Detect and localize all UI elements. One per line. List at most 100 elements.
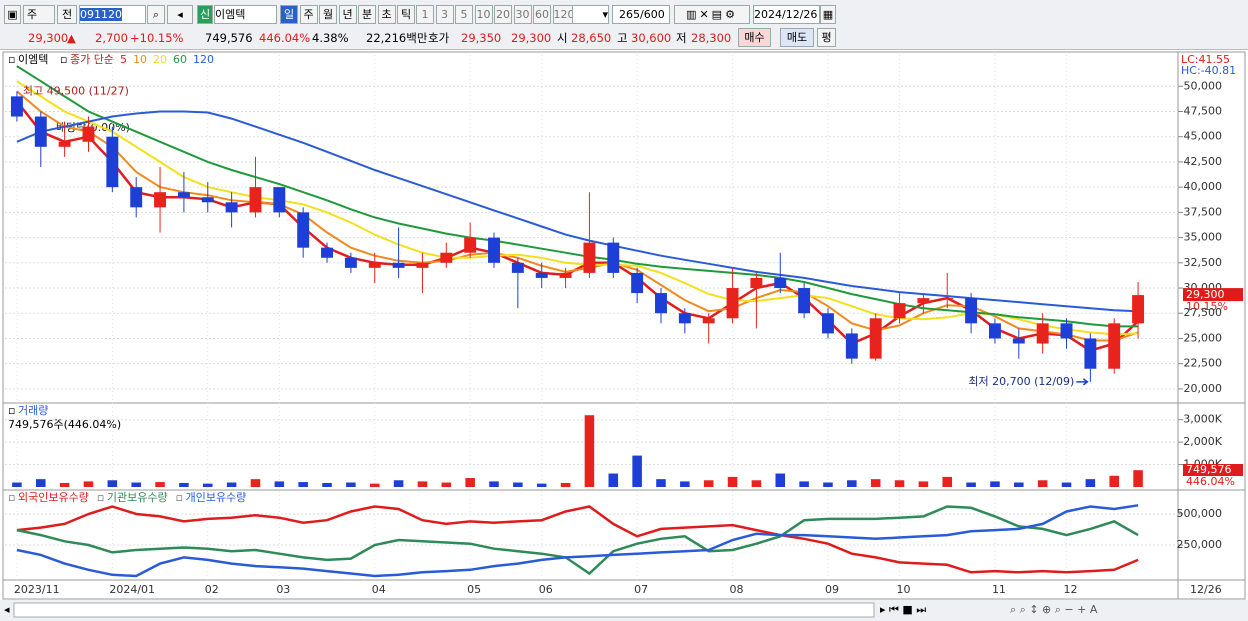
candle-body xyxy=(798,288,811,314)
volume-bar xyxy=(894,480,905,487)
period-button[interactable]: 분 xyxy=(358,5,376,24)
avg-button[interactable]: 평 xyxy=(817,28,836,47)
y-tick-label: 40,000 xyxy=(1184,180,1223,193)
count-input[interactable]: 265 xyxy=(612,5,640,24)
line-series xyxy=(16,505,1139,574)
volume-title: 거래량 xyxy=(18,404,48,417)
x-tick-label: 07 xyxy=(634,583,648,596)
panel-icon: ▫ xyxy=(8,404,15,417)
sell-button[interactable]: 매도 xyxy=(780,28,814,47)
y-tick-label: 2,000K xyxy=(1183,435,1222,448)
candle-body xyxy=(511,262,524,273)
price-box xyxy=(1183,288,1243,302)
volume-bar xyxy=(918,481,929,487)
candle-body xyxy=(917,298,930,304)
date-input[interactable]: 2024/12/26 xyxy=(753,5,820,24)
period-button[interactable]: 일 xyxy=(280,5,298,24)
stock-name[interactable]: 이엠텍 xyxy=(214,5,277,24)
prev-button[interactable]: 전 xyxy=(57,5,77,24)
volume-bar xyxy=(179,482,189,487)
x-tick-label: 12 xyxy=(1064,583,1078,596)
last-price: 29,300 xyxy=(1186,288,1225,301)
volume-bar xyxy=(990,481,1000,487)
legend-entry: 10 xyxy=(133,53,147,66)
candle-body xyxy=(893,303,906,319)
menu-icon[interactable]: ▣ xyxy=(4,5,21,24)
candle-body xyxy=(1084,338,1097,369)
period-button[interactable]: 초 xyxy=(377,5,396,24)
line-series xyxy=(16,90,1139,342)
volume-bar xyxy=(1085,479,1096,487)
interval-button[interactable]: 10 xyxy=(474,5,493,24)
volume-bar xyxy=(202,483,213,487)
interval-button[interactable]: 5 xyxy=(455,5,473,24)
blank-select[interactable]: ▾ xyxy=(572,5,609,24)
legend-entry: 5 xyxy=(120,53,127,66)
search-button[interactable]: ⌕ xyxy=(147,5,165,24)
candle-body xyxy=(1060,323,1073,339)
x-tick-label: 11 xyxy=(992,583,1006,596)
line-series xyxy=(16,504,1139,578)
ask-label: 호가 xyxy=(428,31,450,45)
candle-body xyxy=(297,212,310,248)
tool-icons[interactable]: ▥✕▤⚙ xyxy=(674,5,750,24)
interval-button[interactable]: 3 xyxy=(435,5,454,24)
volume-bar xyxy=(1133,470,1143,487)
volume-bar xyxy=(36,479,46,487)
candle-body xyxy=(1012,338,1025,344)
scroll-track[interactable] xyxy=(13,602,875,618)
scroll-controls[interactable]: ▸ ⏮ ■ ⏭ xyxy=(880,603,926,616)
market-select[interactable]: 주 xyxy=(23,5,55,24)
volume-box xyxy=(1183,464,1243,476)
line-series xyxy=(16,505,1139,576)
volume-bar xyxy=(83,481,94,487)
calendar-button[interactable]: ▦ xyxy=(820,5,836,24)
quote-volume: 749,576 xyxy=(205,31,253,45)
x-tick-label: 10 xyxy=(897,583,911,596)
volume-bar xyxy=(703,480,714,487)
candle-body xyxy=(822,313,834,334)
line-series xyxy=(16,65,1139,328)
volume-bar xyxy=(608,473,619,487)
last-change: 10.15% xyxy=(1186,300,1228,313)
interval-button[interactable]: 120 xyxy=(552,5,575,24)
hc-label: HC:-40.81 xyxy=(1181,64,1236,77)
buy-button[interactable]: 매수 xyxy=(738,28,771,47)
volume-bar xyxy=(799,481,809,487)
quote-high: 30,600 xyxy=(631,31,672,45)
candle-body xyxy=(488,237,500,263)
y-tick-label: 25,000 xyxy=(1184,331,1223,344)
interval-button[interactable]: 60 xyxy=(533,5,551,24)
candle-body xyxy=(344,257,357,268)
period-button[interactable]: 틱 xyxy=(397,5,415,24)
interval-button[interactable]: 1 xyxy=(416,5,434,24)
period-button[interactable]: 월 xyxy=(319,5,337,24)
y-tick-label: 22,500 xyxy=(1184,357,1223,370)
new-badge[interactable]: 신 xyxy=(197,5,213,24)
x-tick-label: 08 xyxy=(730,583,744,596)
interval-button[interactable]: 20 xyxy=(494,5,512,24)
interval-button[interactable]: 30 xyxy=(513,5,532,24)
quote-change-pct: +10.15% xyxy=(130,31,184,45)
volume-bar xyxy=(322,482,332,487)
low-note: 최저 20,700 (12/09) xyxy=(968,375,1074,388)
period-button[interactable]: 주 xyxy=(299,5,318,24)
volume-bar xyxy=(632,455,642,487)
zoom-controls[interactable]: ⌕ ⌕ ↕ ⊕ ⌕ − + A xyxy=(1010,603,1098,616)
candle-body xyxy=(559,272,572,278)
volume-last: 749,576 xyxy=(1186,463,1232,476)
volume-bar xyxy=(465,478,475,487)
volume-bar xyxy=(250,479,261,487)
candle-body xyxy=(535,272,548,278)
sound-button[interactable]: ◂ xyxy=(167,5,193,24)
legend-icon: ▫ xyxy=(8,491,15,504)
volume-bar xyxy=(131,482,141,487)
quote-bid: 29,300 xyxy=(511,31,552,45)
y-tick-label: 35,000 xyxy=(1184,231,1223,244)
volume-bar xyxy=(656,479,666,487)
scroll-left[interactable]: ◂ xyxy=(4,603,10,616)
lc-label: LC:41.55 xyxy=(1181,53,1230,66)
candle-body xyxy=(10,96,23,117)
period-button[interactable]: 년 xyxy=(338,5,357,24)
code-input[interactable]: 091120 xyxy=(79,5,146,24)
